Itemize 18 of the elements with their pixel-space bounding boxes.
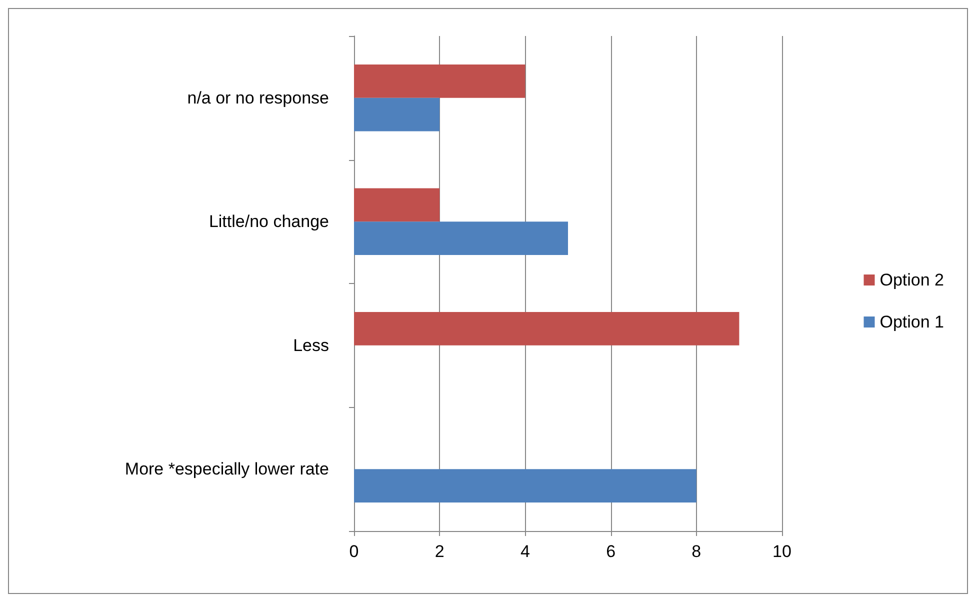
y-tick-label: Little/no change — [208, 212, 329, 232]
bar — [354, 64, 526, 98]
x-tick-label: 2 — [434, 542, 444, 561]
bar — [354, 188, 440, 222]
y-tick-label: Less — [293, 336, 329, 355]
y-tick-label: More *especially lower rate — [124, 460, 329, 479]
bar — [354, 222, 568, 256]
x-tick-label: 8 — [692, 542, 702, 561]
bar — [354, 469, 696, 503]
bar — [354, 312, 740, 346]
legend-label: Option 2 — [880, 270, 944, 290]
legend-label: Option 1 — [880, 312, 944, 332]
x-tick-label: 6 — [606, 542, 616, 561]
x-tick-label: 10 — [772, 542, 792, 561]
x-tick-label: 0 — [349, 542, 359, 561]
y-tick-label: n/a or no response — [187, 88, 329, 108]
x-tick-label: 4 — [520, 542, 530, 561]
bar — [354, 98, 440, 132]
